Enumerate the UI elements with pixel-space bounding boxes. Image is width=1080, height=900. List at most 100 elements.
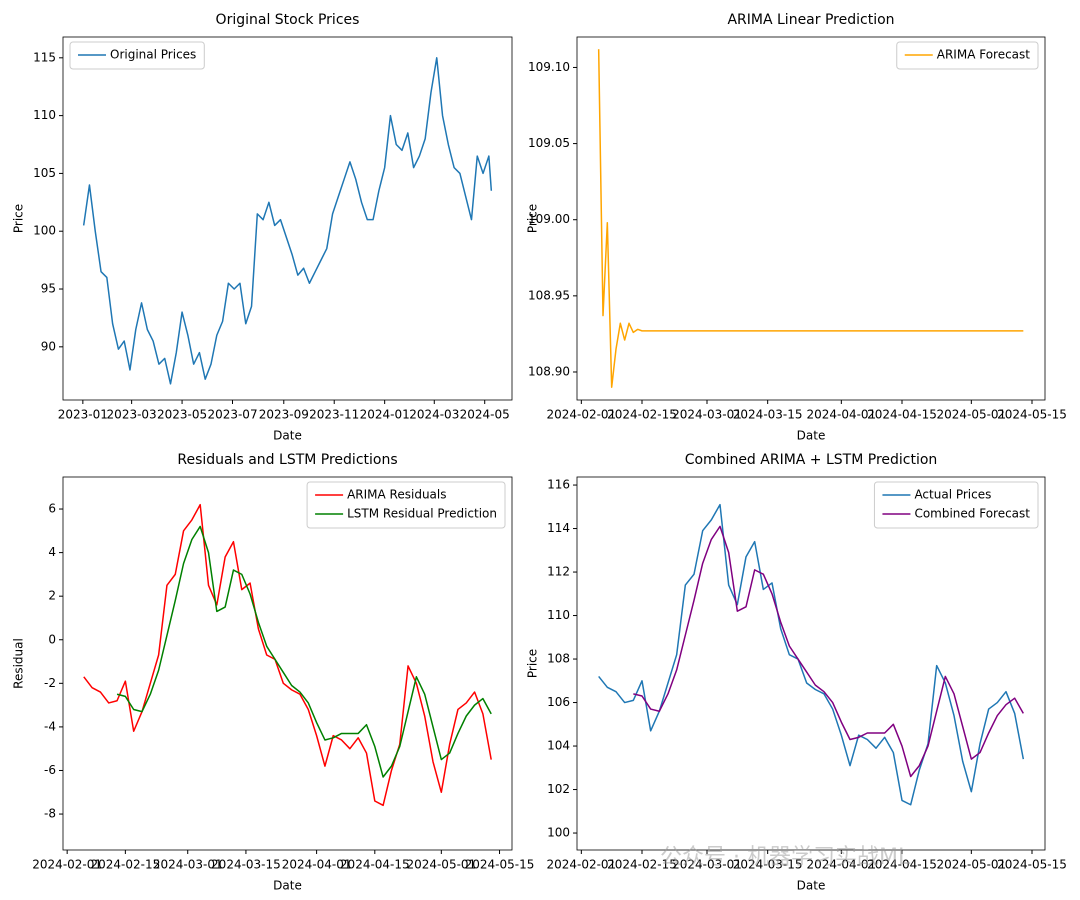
y-axis-label: Price: [12, 204, 26, 233]
subplot-title: Original Stock Prices: [216, 12, 360, 28]
x-axis-label: Date: [273, 879, 302, 893]
x-tick-label: 2024-02-01: [546, 408, 616, 422]
y-tick-label: 112: [547, 565, 570, 579]
plot-frame: [62, 476, 513, 851]
x-tick-label: 2024-02-15: [90, 858, 160, 872]
legend: Actual Prices Combined Forecast: [873, 481, 1039, 529]
y-tick-label: -2: [44, 676, 56, 690]
y-tick-label: -6: [44, 763, 56, 777]
series-line: [598, 503, 1025, 806]
series-line: [82, 57, 493, 385]
plot-frame: [576, 36, 1046, 401]
y-tick-label: 6: [48, 502, 56, 516]
x-tick-label: 2024-02-01: [32, 858, 102, 872]
subplot-title: Residuals and LSTM Predictions: [177, 452, 397, 468]
y-tick-label: 105: [33, 166, 56, 180]
x-tick-label: 2023-01: [58, 408, 108, 422]
x-tick-label: 2023-09: [259, 408, 309, 422]
legend-box: [896, 41, 1039, 70]
legend-label: Combined Forecast: [914, 507, 1030, 521]
y-tick-label: 109.00: [528, 212, 570, 226]
x-tick-label: 2024-05: [460, 408, 510, 422]
legend-label: ARIMA Residuals: [347, 488, 446, 502]
x-tick-label: 2023-05: [157, 408, 207, 422]
legend-label: Original Prices: [110, 48, 196, 62]
x-tick-label: 2024-03-01: [672, 858, 742, 872]
y-tick-label: 106: [547, 695, 570, 709]
legend-box: [69, 41, 205, 70]
x-tick-label: 2024-03-15: [733, 858, 803, 872]
subplot-title: ARIMA Linear Prediction: [727, 12, 894, 28]
x-tick-label: 2024-04-01: [806, 408, 876, 422]
y-tick-label: 110: [33, 108, 56, 122]
legend-box: [873, 481, 1039, 529]
y-tick-label: 110: [547, 608, 570, 622]
x-tick-label: 2023-07: [207, 408, 257, 422]
y-tick-label: 108.90: [528, 364, 570, 378]
y-tick-label: 90: [41, 339, 56, 353]
x-tick-label: 2024-05-15: [997, 858, 1067, 872]
x-tick-label: 2024-04-15: [867, 408, 937, 422]
subplot: Original Stock PricesDatePrice2023-01202…: [12, 12, 513, 443]
x-tick-label: 2024-03-15: [733, 408, 803, 422]
y-tick-label: 100: [547, 826, 570, 840]
y-tick-label: 116: [547, 478, 570, 492]
y-axis-label: Price: [526, 204, 540, 233]
y-tick-label: 108: [547, 652, 570, 666]
x-tick-label: 2024-05-15: [465, 858, 535, 872]
x-tick-label: 2024-03: [409, 408, 459, 422]
y-tick-label: 95: [41, 282, 56, 296]
x-tick-label: 2024-03-01: [672, 408, 742, 422]
y-tick-label: 102: [547, 782, 570, 796]
subplot-title: Combined ARIMA + LSTM Prediction: [685, 452, 938, 468]
legend-label: LSTM Residual Prediction: [347, 507, 497, 521]
legend: Original Prices: [69, 41, 205, 70]
x-tick-label: 2024-04-01: [282, 858, 352, 872]
x-tick-label: 2024-02-15: [607, 858, 677, 872]
subplot: Residuals and LSTM Predictions Date Residu…: [12, 452, 535, 893]
x-tick-label: 2024-01: [360, 408, 410, 422]
y-tick-label: 2: [48, 589, 56, 603]
y-tick-label: 115: [33, 50, 56, 64]
series-line: [83, 503, 492, 807]
x-tick-label: 2024-05-01: [936, 858, 1006, 872]
y-axis-label: Price: [526, 649, 540, 678]
y-tick-label: 100: [33, 224, 56, 238]
y-tick-label: 108.95: [528, 288, 570, 302]
plot-frame: [576, 476, 1046, 851]
plot-frame: [62, 36, 513, 401]
x-axis-label: Date: [797, 429, 826, 443]
x-tick-label: 2023-11: [309, 408, 359, 422]
y-tick-label: 104: [547, 739, 570, 753]
x-tick-label: 2024-05-01: [406, 858, 476, 872]
y-tick-label: 4: [48, 545, 56, 559]
legend: ARIMA Residuals LSTM Residual Prediction: [306, 481, 506, 529]
legend-box: [306, 481, 506, 529]
y-tick-label: 0: [48, 632, 56, 646]
x-axis-label: Date: [797, 879, 826, 893]
y-tick-label: 109.10: [528, 60, 570, 74]
y-tick-label: -4: [44, 719, 56, 733]
x-axis-label: Date: [273, 429, 302, 443]
watermark: 公众号 · 机器学习实战ML: [660, 845, 911, 870]
x-tick-label: 2024-04-15: [867, 858, 937, 872]
x-tick-label: 2024-03-15: [211, 858, 281, 872]
legend: ARIMA Forecast: [896, 41, 1039, 70]
series-line: [116, 525, 492, 778]
x-tick-label: 2024-04-01: [806, 858, 876, 872]
x-tick-label: 2023-03: [107, 408, 157, 422]
subplot: ARIMA Linear Prediction Date Price 2024-02-…: [526, 12, 1067, 443]
x-tick-label: 2024-05-15: [997, 408, 1067, 422]
x-tick-label: 2024-03-01: [153, 858, 223, 872]
x-tick-label: 2024-02-01: [546, 858, 616, 872]
x-tick-label: 2024-02-15: [607, 408, 677, 422]
y-tick-label: 114: [547, 521, 570, 535]
x-tick-label: 2024-05-01: [936, 408, 1006, 422]
series-line: [597, 49, 1024, 388]
series-line: [633, 525, 1024, 778]
y-axis-label: Residual: [12, 638, 26, 689]
subplot: Combined ARIMA + LSTM Prediction Date Pric…: [526, 452, 1067, 893]
y-tick-label: 109.05: [528, 136, 570, 150]
